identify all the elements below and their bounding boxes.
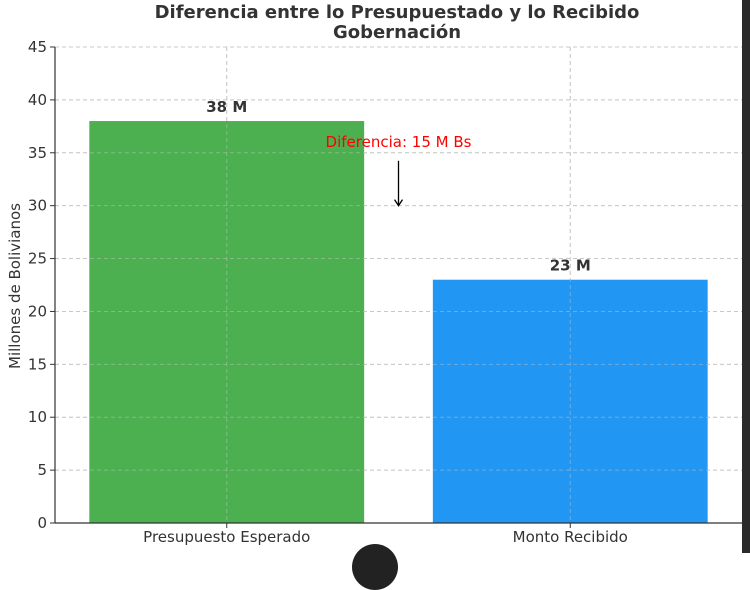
difference-annotation: Diferencia: 15 M Bs	[326, 133, 472, 207]
axes: 0 5 10 15 20 25 30 35 40 45 Presupuesto Esperado Mo…	[28, 38, 742, 546]
y-tick-label: 40	[28, 91, 47, 109]
annotation-arrowhead	[393, 199, 404, 207]
y-tick-label: 20	[28, 302, 47, 320]
y-tick-label: 45	[28, 38, 47, 56]
data-label: 23 M	[550, 257, 591, 275]
chart-title: Diferencia entre lo Presupuestado y lo R…	[155, 2, 640, 23]
y-tick-label: 25	[28, 250, 47, 268]
data-labels: 38 M 23 M	[206, 98, 591, 275]
bars	[55, 46, 742, 524]
bar	[89, 121, 365, 524]
y-tick-label: 35	[28, 144, 47, 162]
annotation-text: Diferencia: 15 M Bs	[326, 133, 472, 151]
y-tick-label: 15	[28, 355, 47, 373]
y-tick-label: 0	[37, 514, 47, 532]
x-tick-label: Monto Recibido	[513, 528, 628, 546]
window-edge	[742, 0, 750, 553]
chart-subtitle: Gobernación	[333, 22, 461, 43]
y-tick-label: 5	[37, 461, 47, 479]
data-label: 38 M	[206, 98, 247, 116]
y-tick-label: 10	[28, 408, 47, 426]
grid-overlay	[55, 46, 742, 524]
bar-chart: Diferencia entre lo Presupuestado y lo R…	[6, 2, 742, 546]
y-axis-label: Millones de Bolivianos	[6, 203, 24, 369]
y-tick-label: 30	[28, 197, 47, 215]
logo-icon	[352, 544, 398, 590]
x-tick-label: Presupuesto Esperado	[143, 528, 310, 546]
bar	[432, 279, 708, 523]
